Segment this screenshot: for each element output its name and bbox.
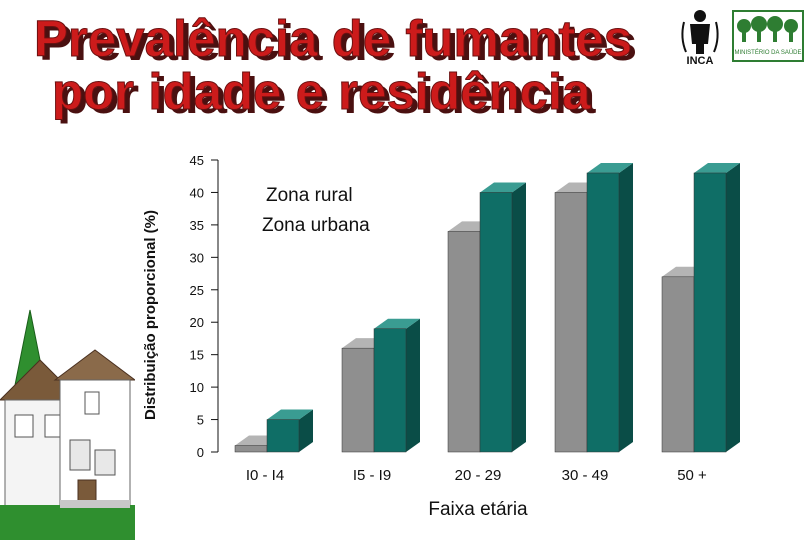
bar-rural [373, 328, 407, 453]
title-shadow-2: por idade e residência [57, 67, 596, 124]
x-tick-label: 50 + [677, 467, 707, 484]
bar-urbana [341, 347, 375, 453]
legend-rural: Zona rural [266, 185, 353, 206]
bar-rural [266, 419, 300, 453]
bar-rural [586, 172, 620, 453]
bar-rural [693, 172, 727, 453]
bar-rural-side [406, 318, 420, 452]
y-tick-label: 5 [197, 413, 204, 428]
y-axis-label: Distribuição proporcional (%) [142, 210, 159, 420]
inca-logo: INCA [681, 10, 719, 66]
legend-urbana: Zona urbana [262, 215, 370, 236]
y-tick-label: 20 [190, 315, 204, 330]
y-tick-label: 0 [197, 445, 204, 460]
bar-urbana [554, 192, 588, 453]
bar-rural-side [619, 162, 633, 452]
y-tick-label: 10 [190, 380, 204, 395]
y-tick-label: 45 [190, 153, 204, 168]
ministry-logo: MINISTÉRIO DA SAÚDE [732, 10, 804, 62]
x-tick-label: 20 - 29 [455, 467, 502, 484]
x-axis-label: Faixa etária [428, 499, 528, 520]
y-tick-label: 35 [190, 218, 204, 233]
title-line-1: Prevalência de fumantes [34, 10, 632, 67]
bar-rural-top [267, 409, 313, 420]
x-tick-label: I5 - I9 [353, 467, 391, 484]
bar-rural-top [374, 318, 420, 329]
bar-rural-top [587, 162, 633, 173]
y-tick-label: 30 [190, 250, 204, 265]
y-tick-label: 15 [190, 348, 204, 363]
bar-rural-side [512, 182, 526, 452]
title-shadow-1: Prevalência de fumantes [39, 14, 637, 71]
inca-logo-text: INCA [687, 55, 714, 66]
bar-rural-top [694, 162, 740, 173]
y-axis-label-wrap: Distribuição proporcional (%) [142, 210, 159, 420]
bar-rural [479, 192, 513, 453]
x-tick-label: I0 - I4 [246, 467, 284, 484]
ministry-logo-text: MINISTÉRIO DA SAÚDE [734, 49, 801, 56]
house-illustration [0, 309, 135, 540]
bar-urbana [234, 445, 268, 453]
bar-rural-top [480, 182, 526, 193]
title-area: Prevalência de fumantes Prevalência de f… [34, 10, 638, 125]
y-tick-label: 40 [190, 185, 204, 200]
bar-rural-side [299, 409, 313, 452]
bar-rural-side [726, 162, 740, 452]
bar-urbana [661, 276, 695, 453]
x-tick-label: 30 - 49 [562, 467, 609, 484]
y-tick-label: 25 [190, 283, 204, 298]
bar-urbana [447, 231, 481, 453]
title-line-2: por idade e residência [52, 63, 591, 120]
